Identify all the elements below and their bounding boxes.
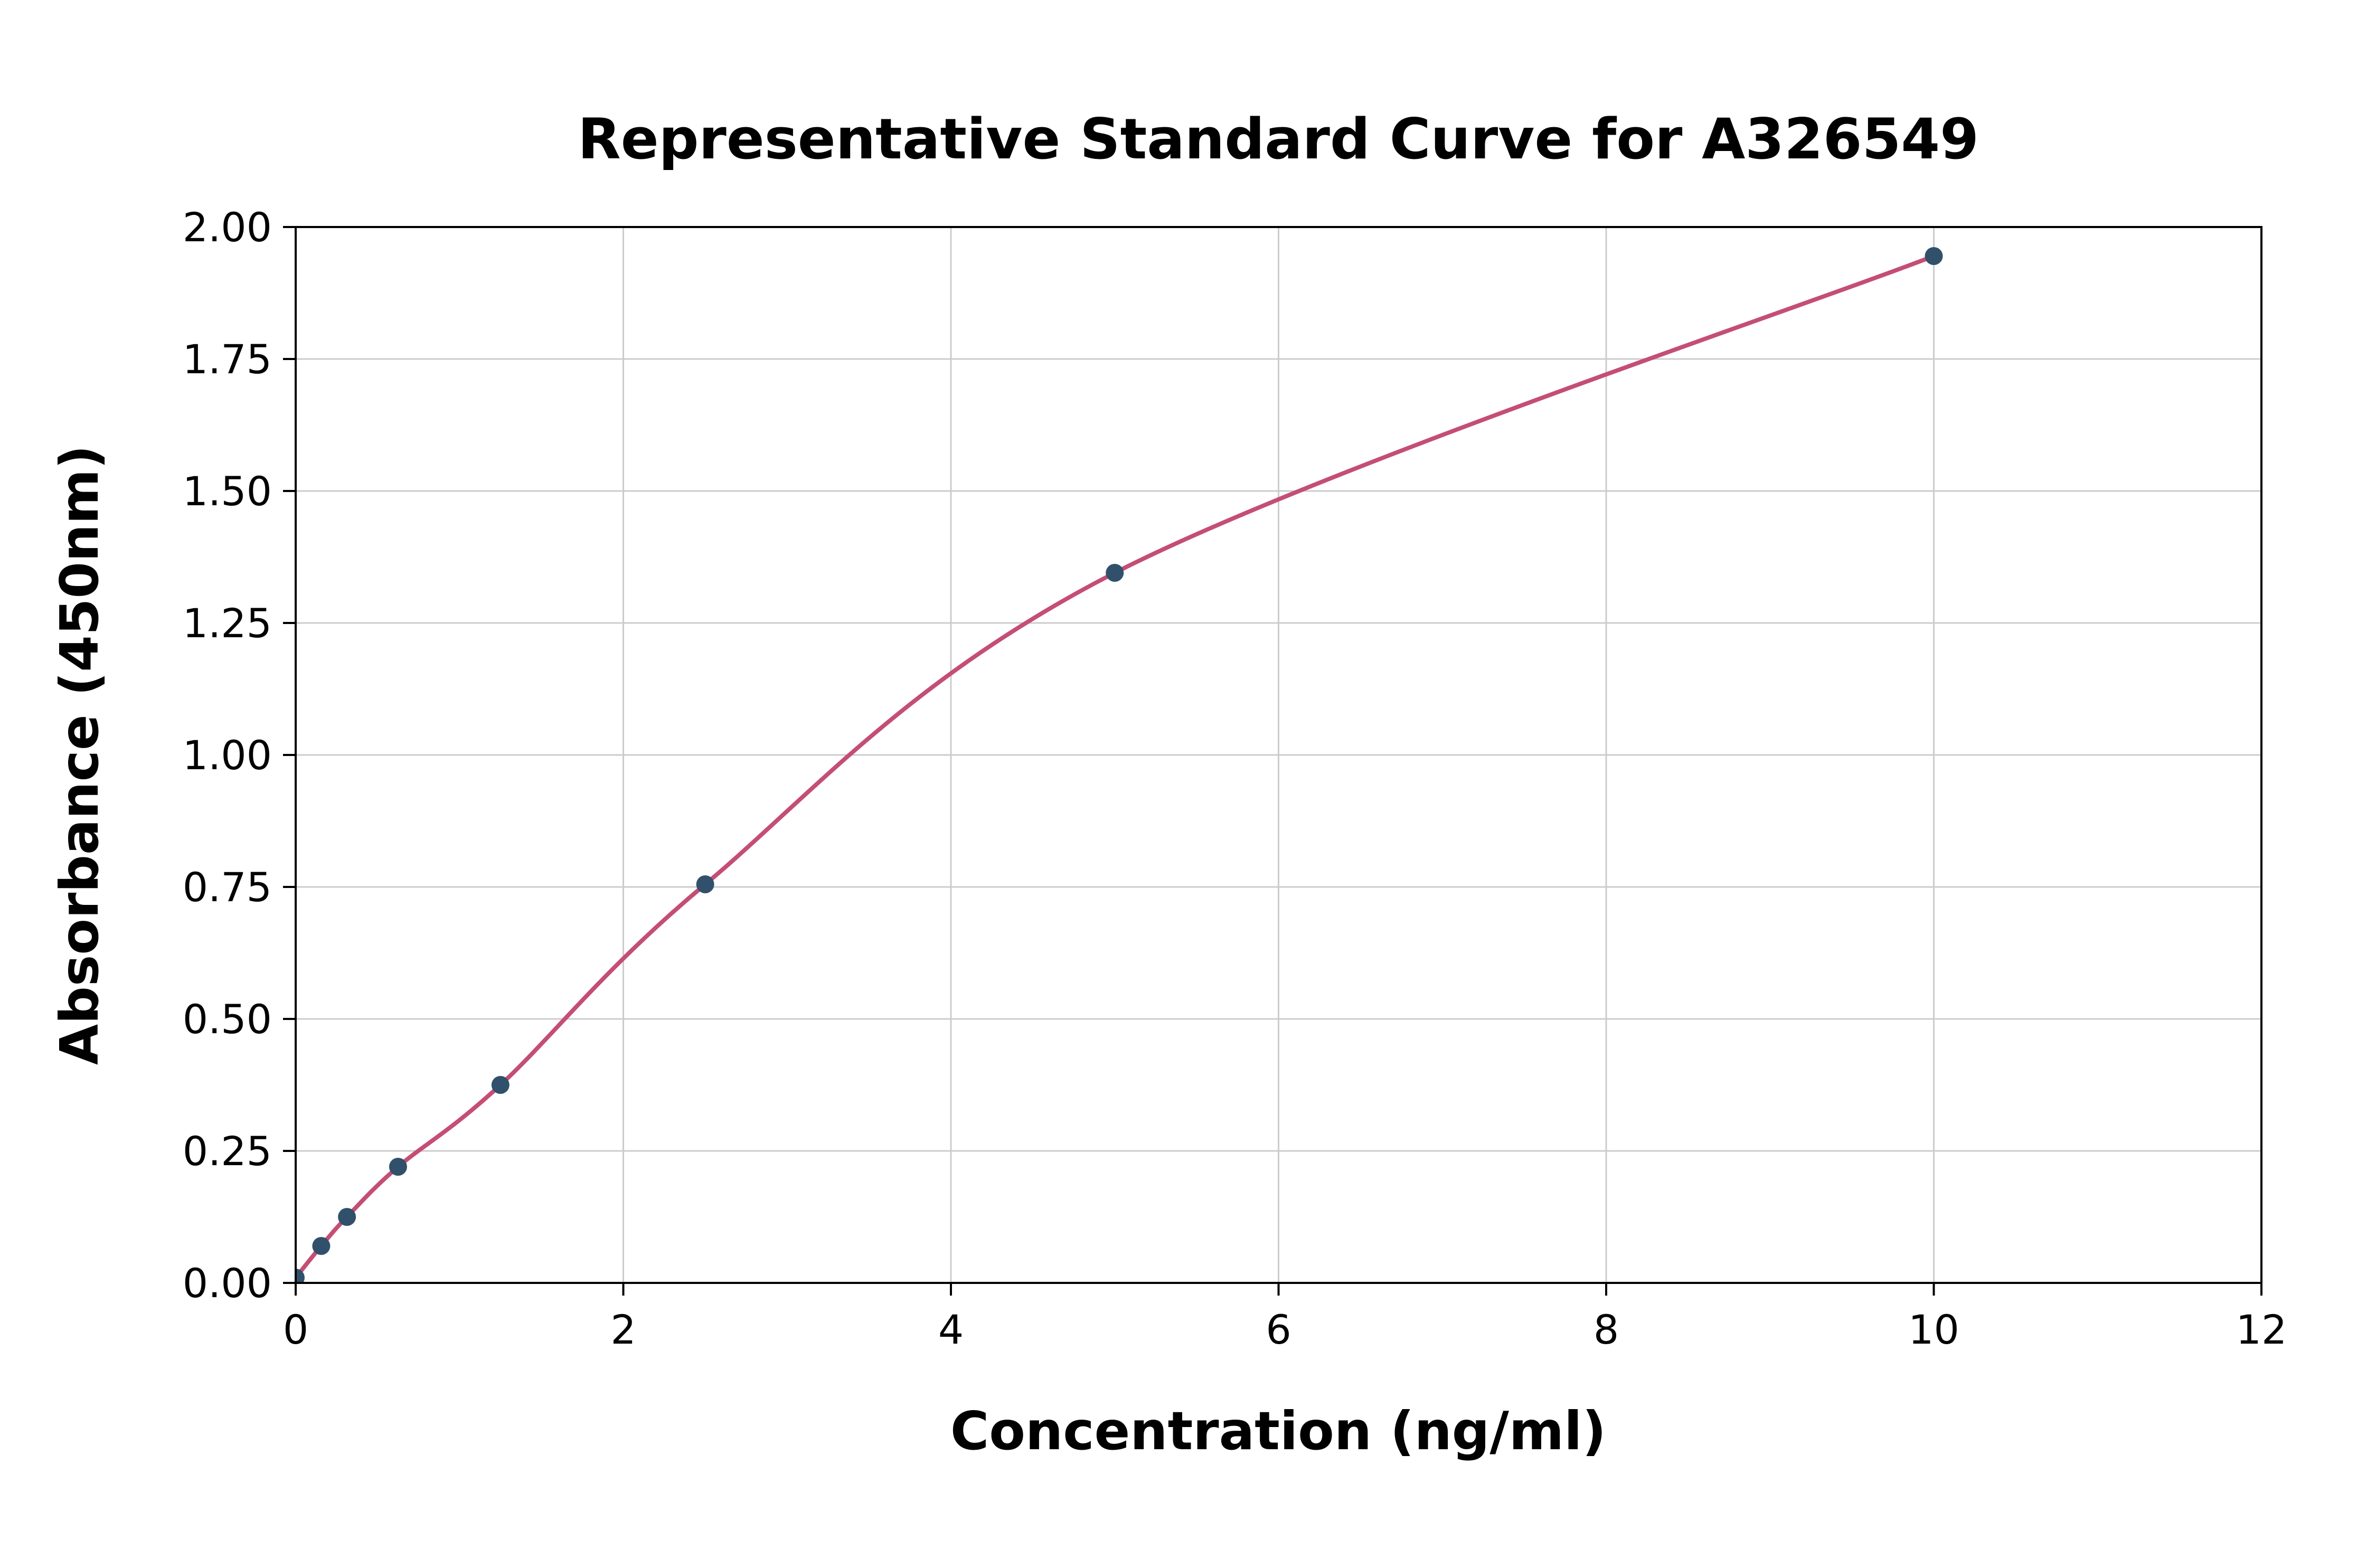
- y-tick-label: 2.00: [183, 204, 272, 251]
- x-tick-label: 10: [1908, 1306, 1959, 1353]
- data-point: [696, 875, 714, 893]
- y-tick-label: 0.00: [183, 1260, 272, 1307]
- y-tick-label: 0.25: [183, 1128, 272, 1175]
- data-point: [296, 1269, 305, 1283]
- x-tick-label: 2: [610, 1306, 636, 1353]
- x-tick-label: 12: [2236, 1306, 2287, 1353]
- x-tick-label: 8: [1594, 1306, 1619, 1353]
- data-point: [1106, 564, 1124, 582]
- data-point: [1925, 247, 1943, 265]
- data-point: [389, 1158, 407, 1176]
- x-tick-label: 0: [283, 1306, 308, 1353]
- x-tick-label: 6: [1266, 1306, 1291, 1353]
- data-series: [296, 247, 1943, 1283]
- y-tick-label: 1.25: [183, 600, 272, 647]
- fitted-curve: [296, 254, 1936, 1280]
- grid-lines: [295, 226, 2262, 1284]
- y-axis-label: Absorbance (450nm): [49, 445, 110, 1065]
- data-point: [491, 1076, 510, 1094]
- x-tick-label: 4: [938, 1306, 964, 1353]
- y-tick-label: 1.50: [183, 468, 272, 515]
- x-axis-label: Concentration (ng/ml): [950, 1400, 1606, 1462]
- chart-title: Representative Standard Curve for A32654…: [578, 107, 1979, 172]
- y-tick-label: 0.75: [183, 864, 272, 911]
- tick-marks-and-labels: 0 2 4 6 8 10 12 0.00 0.25 0.50 0.75 1.00 1.25 1.50 1.7…: [183, 204, 2287, 1353]
- data-point: [312, 1237, 331, 1255]
- data-point: [338, 1208, 356, 1226]
- y-tick-label: 1.75: [183, 336, 272, 383]
- y-tick-label: 1.00: [183, 732, 272, 779]
- y-tick-label: 0.50: [183, 996, 272, 1043]
